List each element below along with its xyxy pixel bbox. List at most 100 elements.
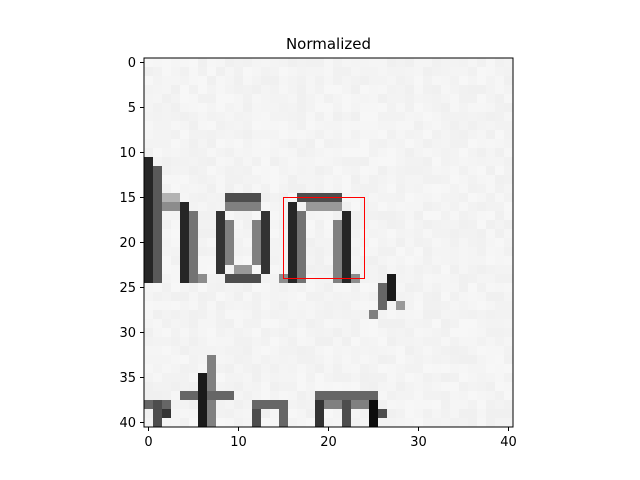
heatmap-cell [378,166,388,176]
heatmap-cell [441,157,451,167]
heatmap-cell [396,121,406,131]
heatmap-cell [234,175,244,185]
heatmap-cell [261,166,271,176]
heatmap-cell [504,328,514,338]
heatmap-cell [351,373,361,383]
heatmap-cell [324,355,334,365]
heatmap-cell [351,130,361,140]
heatmap-cell [504,157,514,167]
heatmap-cell [351,346,361,356]
heatmap-cell [279,67,289,77]
heatmap-cell [252,211,262,221]
heatmap-cell [396,67,406,77]
heatmap-cell [306,301,316,311]
heatmap-cell [279,310,289,320]
heatmap-cell [486,418,496,428]
heatmap-cell [234,94,244,104]
heatmap-cell [162,85,172,95]
heatmap-cell [396,193,406,203]
heatmap-cell [252,274,262,284]
heatmap-cell [180,184,190,194]
heatmap-cell [198,310,208,320]
heatmap-cell [441,409,451,419]
heatmap-cell [477,112,487,122]
heatmap-cell [189,382,199,392]
heatmap-cell [369,103,379,113]
heatmap-cell [306,238,316,248]
heatmap-cell [207,193,217,203]
heatmap-cell [342,85,352,95]
heatmap-cell [243,319,253,329]
heatmap-cell [351,175,361,185]
heatmap-cell [171,364,181,374]
heatmap-cell [189,85,199,95]
heatmap-cell [387,247,397,257]
heatmap-cell [261,103,271,113]
heatmap-cell [324,103,334,113]
heatmap-cell [261,364,271,374]
heatmap-cell [396,157,406,167]
heatmap-cell [270,256,280,266]
heatmap-cell [423,409,433,419]
heatmap-cell [216,247,226,257]
heatmap-cell [486,409,496,419]
heatmap-cell [504,409,514,419]
heatmap-cell [252,220,262,230]
heatmap-cell [198,58,208,68]
heatmap-cell [504,337,514,347]
heatmap-cell [297,94,307,104]
heatmap-cell [189,400,199,410]
heatmap-cell [432,373,442,383]
heatmap-cell [468,94,478,104]
heatmap-cell [504,211,514,221]
heatmap-cell [198,355,208,365]
heatmap-cell [270,364,280,374]
heatmap-cell [486,301,496,311]
heatmap-cell [432,238,442,248]
heatmap-cell [486,400,496,410]
heatmap-cell [234,130,244,140]
heatmap-cell [297,76,307,86]
heatmap-cell [180,175,190,185]
heatmap-cell [180,94,190,104]
heatmap-cell [486,292,496,302]
heatmap-cell [396,310,406,320]
heatmap-cell [216,85,226,95]
heatmap-cell [243,229,253,239]
heatmap-cell [252,373,262,383]
heatmap-cell [396,103,406,113]
heatmap-cell [171,94,181,104]
heatmap-cell [180,391,190,401]
heatmap-cell [387,121,397,131]
heatmap-cell [225,85,235,95]
heatmap-cell [504,175,514,185]
heatmap-cell [189,409,199,419]
heatmap-cell [504,265,514,275]
heatmap-cell [261,85,271,95]
heatmap-cell [369,337,379,347]
heatmap-cell [477,220,487,230]
heatmap-cell [171,301,181,311]
heatmap-cell [153,229,163,239]
heatmap-cell [243,418,253,428]
heatmap-cell [216,418,226,428]
heatmap-cell [297,391,307,401]
heatmap-cell [153,184,163,194]
x-tick-label: 30 [410,435,427,450]
heatmap-cell [342,310,352,320]
heatmap-cell [441,301,451,311]
heatmap-cell [162,283,172,293]
heatmap-cell [333,382,343,392]
heatmap-cell [279,166,289,176]
heatmap-cell [351,121,361,131]
heatmap-cell [207,85,217,95]
heatmap-cell [153,391,163,401]
heatmap-cell [459,355,469,365]
heatmap-cell [189,94,199,104]
heatmap-cell [225,130,235,140]
heatmap-cell [450,85,460,95]
heatmap-cell [396,364,406,374]
heatmap-cell [162,364,172,374]
heatmap-cell [297,211,307,221]
